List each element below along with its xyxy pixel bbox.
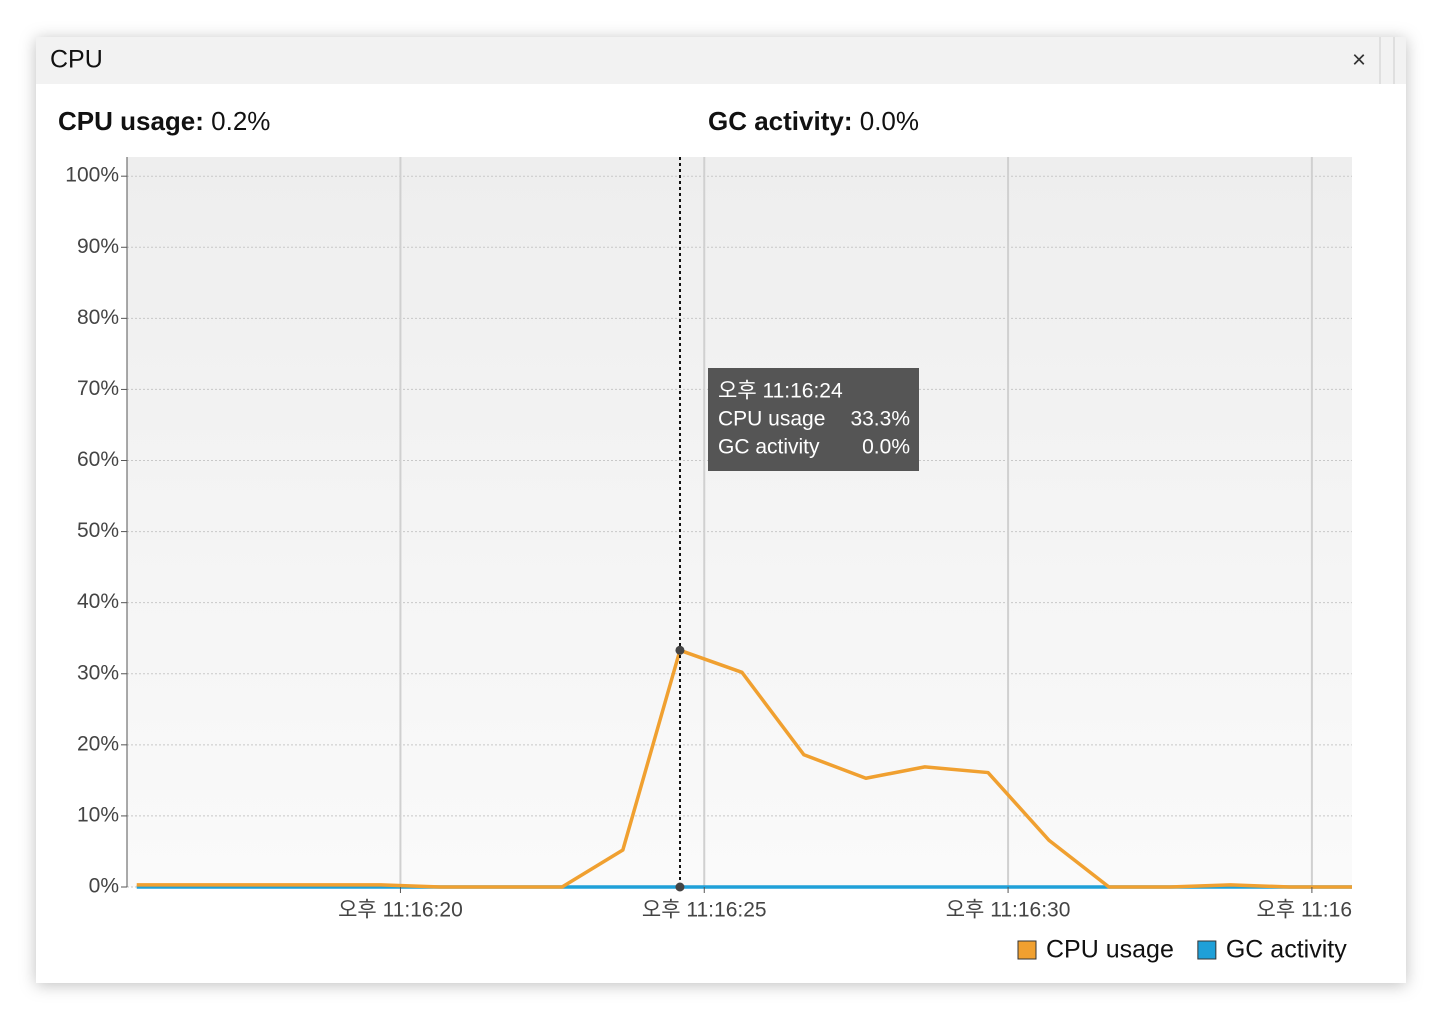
cpu-label: CPU usage: xyxy=(58,106,204,136)
y-tick-label: 0% xyxy=(89,875,119,898)
y-tick-label: 50% xyxy=(77,519,119,542)
close-button[interactable]: × xyxy=(1352,46,1366,73)
cpu-usage-summary: CPU usage: 0.2% xyxy=(58,106,270,136)
legend-swatch xyxy=(1017,940,1037,960)
gc-value: 0.0% xyxy=(860,106,919,136)
y-tick-label: 40% xyxy=(77,590,119,613)
plot-area xyxy=(127,157,1352,887)
title-bar xyxy=(36,37,1406,84)
legend-label: GC activity xyxy=(1226,936,1347,964)
gc-label: GC activity: xyxy=(708,106,853,136)
y-tick-label: 70% xyxy=(77,377,119,400)
legend: CPU usage GC activity xyxy=(1017,936,1347,964)
tooltip-label: CPU usage xyxy=(718,408,825,431)
hover-point xyxy=(675,645,685,655)
tooltip-value: 0.0% xyxy=(862,436,910,459)
tooltip-time: 오후 11:16:24 xyxy=(718,380,843,403)
y-tick-label: 10% xyxy=(77,803,119,826)
legend-label: CPU usage xyxy=(1046,936,1174,964)
gc-activity-summary: GC activity: 0.0% xyxy=(708,106,919,136)
y-tick-label: 80% xyxy=(77,306,119,329)
y-tick-label: 60% xyxy=(77,448,119,471)
x-tick-label: 오후 11:16 xyxy=(1257,899,1352,922)
series-line xyxy=(136,648,1352,889)
x-tick-label: 오후 11:16:25 xyxy=(642,899,767,922)
x-tick-label: 오후 11:16:20 xyxy=(338,899,463,922)
y-tick-label: 30% xyxy=(77,661,119,684)
hover-points xyxy=(675,645,685,892)
tooltip-value: 33.3% xyxy=(850,408,910,431)
lines xyxy=(136,648,1352,889)
tooltip-label: GC activity xyxy=(718,436,820,459)
legend-swatch xyxy=(1197,940,1217,960)
axis-labels: 0% 10% 20% 30% 40% 50% 60% 70% 80% 90% 100% 오후 11:1… xyxy=(65,164,1352,922)
hover-point xyxy=(675,882,685,892)
tooltip xyxy=(708,368,919,471)
window-title: CPU xyxy=(50,46,103,74)
y-tick-label: 20% xyxy=(77,732,119,755)
cpu-value: 0.2% xyxy=(211,106,270,136)
y-tick-label: 90% xyxy=(77,235,119,258)
y-tick-label: 100% xyxy=(65,164,119,187)
x-tick-label: 오후 11:16:30 xyxy=(946,899,1071,922)
